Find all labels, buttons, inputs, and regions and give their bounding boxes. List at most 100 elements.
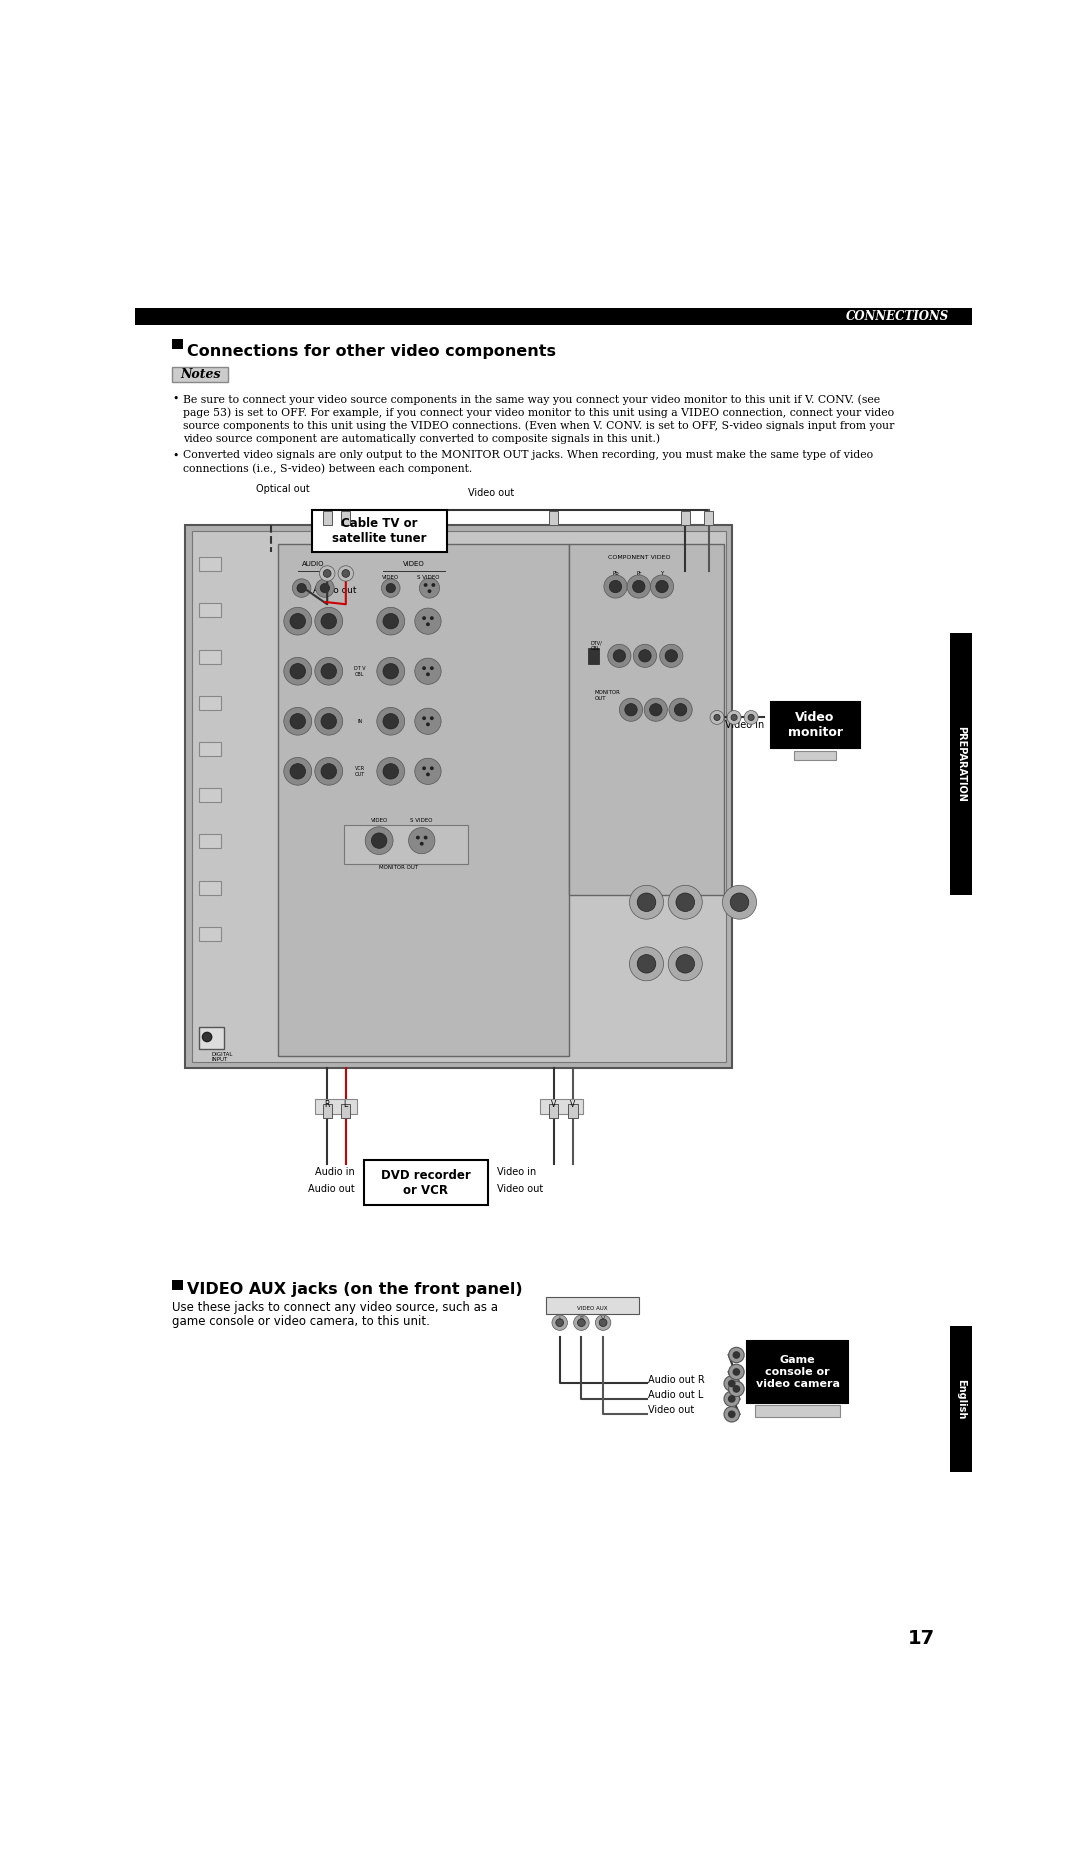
Bar: [200, 650, 221, 663]
Circle shape: [729, 1365, 744, 1380]
Circle shape: [732, 1385, 740, 1393]
Bar: [135, 307, 972, 324]
Text: S VIDEO: S VIDEO: [417, 575, 440, 580]
Circle shape: [748, 715, 754, 721]
Text: Video
monitor: Video monitor: [787, 711, 842, 739]
Circle shape: [426, 723, 430, 726]
Circle shape: [422, 766, 426, 769]
Text: DIGITAL
INPUT: DIGITAL INPUT: [212, 1052, 233, 1063]
Circle shape: [633, 644, 657, 668]
Bar: [345, 826, 469, 863]
Bar: [323, 1104, 332, 1118]
Bar: [200, 696, 221, 709]
Bar: [279, 545, 569, 1056]
Bar: [704, 511, 713, 524]
Circle shape: [644, 698, 667, 721]
Text: Connections for other video components: Connections for other video components: [187, 344, 556, 359]
Circle shape: [656, 580, 669, 593]
Circle shape: [420, 842, 423, 846]
Bar: [200, 558, 221, 571]
Circle shape: [727, 711, 741, 724]
Circle shape: [342, 569, 350, 577]
Bar: [364, 1161, 488, 1206]
Circle shape: [637, 893, 656, 912]
Bar: [950, 633, 972, 895]
Circle shape: [365, 827, 393, 854]
Circle shape: [732, 1368, 740, 1376]
Circle shape: [724, 1391, 740, 1406]
Circle shape: [297, 584, 307, 593]
Circle shape: [431, 582, 435, 588]
Text: Y: Y: [660, 571, 663, 577]
Text: Be sure to connect your video source components in the same way you connect your: Be sure to connect your video source com…: [183, 393, 880, 404]
Circle shape: [377, 708, 405, 736]
Circle shape: [578, 1318, 585, 1327]
Text: Audio in: Audio in: [314, 1166, 354, 1177]
Circle shape: [387, 584, 395, 593]
Bar: [540, 1099, 583, 1114]
Text: V: V: [570, 1101, 576, 1108]
Circle shape: [723, 885, 757, 919]
Circle shape: [321, 663, 337, 680]
Text: Use these jacks to connect any video source, such as a: Use these jacks to connect any video sou…: [172, 1301, 498, 1314]
Circle shape: [321, 713, 337, 728]
Circle shape: [599, 1318, 607, 1327]
Circle shape: [284, 708, 312, 736]
Circle shape: [422, 717, 426, 721]
Circle shape: [729, 1348, 744, 1363]
Bar: [172, 1280, 183, 1290]
Text: connections (i.e., S-video) between each component.: connections (i.e., S-video) between each…: [183, 464, 472, 474]
Circle shape: [422, 616, 426, 620]
Text: 17: 17: [907, 1629, 935, 1647]
Circle shape: [665, 650, 677, 663]
Text: R: R: [324, 1101, 329, 1108]
Bar: [680, 511, 690, 524]
Circle shape: [321, 764, 337, 779]
Circle shape: [426, 672, 430, 676]
Circle shape: [638, 650, 651, 663]
Text: Game
console or
video camera: Game console or video camera: [756, 1355, 839, 1389]
Circle shape: [714, 715, 720, 721]
Bar: [549, 1104, 558, 1118]
Bar: [186, 524, 732, 1067]
Bar: [589, 648, 599, 663]
Circle shape: [415, 708, 441, 734]
Circle shape: [669, 885, 702, 919]
Circle shape: [338, 565, 353, 580]
Circle shape: [674, 704, 687, 715]
Circle shape: [415, 758, 441, 784]
Bar: [200, 880, 221, 895]
Circle shape: [284, 758, 312, 784]
Text: Pb: Pb: [612, 571, 619, 577]
Circle shape: [732, 1352, 740, 1359]
Bar: [950, 1325, 972, 1471]
Circle shape: [423, 582, 428, 588]
Bar: [312, 509, 447, 552]
Circle shape: [314, 657, 342, 685]
Circle shape: [377, 657, 405, 685]
Text: Cable TV or
satellite tuner: Cable TV or satellite tuner: [333, 517, 427, 545]
Text: PREPARATION: PREPARATION: [956, 726, 967, 801]
Text: VIDEO AUX jacks (on the front panel): VIDEO AUX jacks (on the front panel): [187, 1282, 523, 1297]
Bar: [191, 532, 726, 1061]
Circle shape: [202, 1031, 212, 1041]
Text: Converted video signals are only output to the MONITOR OUT jacks. When recording: Converted video signals are only output …: [183, 451, 873, 461]
Circle shape: [428, 590, 431, 593]
Circle shape: [422, 666, 426, 670]
Text: L: L: [558, 1316, 562, 1322]
Circle shape: [377, 758, 405, 784]
Circle shape: [415, 659, 441, 685]
Circle shape: [320, 565, 335, 580]
Text: DTV/
CBL: DTV/ CBL: [591, 640, 603, 651]
Circle shape: [619, 698, 643, 721]
Circle shape: [291, 663, 306, 680]
Circle shape: [630, 885, 663, 919]
Circle shape: [627, 575, 650, 597]
Circle shape: [293, 578, 311, 597]
Circle shape: [321, 584, 329, 593]
Circle shape: [604, 575, 627, 597]
Text: Video out: Video out: [648, 1406, 694, 1415]
Circle shape: [314, 758, 342, 784]
Circle shape: [729, 1382, 744, 1397]
Bar: [549, 511, 558, 524]
